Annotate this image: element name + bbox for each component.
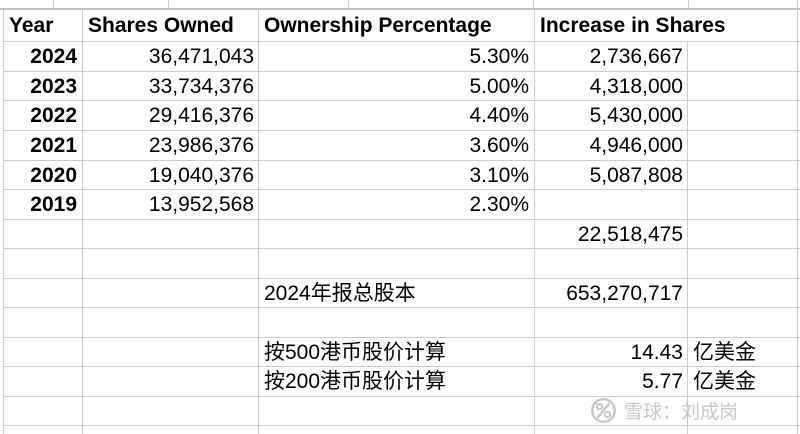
grid-line [3, 41, 800, 42]
column-header-shares[interactable]: Shares Owned [88, 14, 234, 37]
cell-valuation-unit[interactable]: 亿美金 [693, 341, 756, 364]
cell-year[interactable]: 2020 [30, 164, 77, 187]
xueqiu-logo-icon [590, 397, 617, 424]
grid-line [348, 0, 349, 8]
grid-line [0, 8, 800, 10]
cell-year[interactable]: 2024 [30, 45, 77, 68]
cell-year[interactable]: 2021 [30, 134, 77, 157]
cell-capital-label[interactable]: 2024年报总股本 [264, 282, 416, 305]
cell-increase[interactable]: 5,087,808 [589, 164, 683, 187]
grid-line [3, 425, 800, 426]
grid-line [3, 219, 800, 220]
cell-valuation-label[interactable]: 按200港币股价计算 [264, 370, 447, 393]
cell-valuation-label[interactable]: 按500港币股价计算 [264, 341, 447, 364]
grid-line [534, 10, 535, 434]
column-header-increase[interactable]: Increase in Shares [540, 11, 732, 40]
cell-valuation-unit[interactable]: 亿美金 [693, 370, 756, 393]
grid-line [3, 337, 800, 338]
cell-pct[interactable]: 5.30% [469, 45, 529, 68]
grid-line [168, 0, 169, 8]
cell-year[interactable]: 2022 [30, 104, 77, 127]
grid-line [3, 248, 800, 249]
cell-shares[interactable]: 19,040,376 [148, 164, 254, 187]
cell-increase[interactable]: 2,736,667 [589, 45, 683, 68]
cell-year[interactable]: 2019 [30, 193, 77, 216]
cell-shares[interactable]: 13,952,568 [148, 193, 254, 216]
grid-line [258, 10, 259, 434]
cell-increase[interactable]: 4,318,000 [589, 75, 683, 98]
cell-valuation-value[interactable]: 14.43 [630, 341, 683, 364]
grid-line [687, 41, 688, 434]
cell-pct[interactable]: 3.60% [469, 134, 529, 157]
grid-line [3, 71, 800, 72]
grid-line [3, 10, 4, 434]
cell-increase[interactable] [534, 190, 683, 219]
grid-line [3, 396, 800, 397]
cell-increase[interactable]: 5,430,000 [589, 104, 683, 127]
watermark-text: 雪球：刘成岗 [624, 401, 739, 423]
cell-capital-value[interactable]: 653,270,717 [566, 282, 683, 305]
cell-pct[interactable]: 5.00% [469, 75, 529, 98]
cell-shares[interactable]: 23,986,376 [148, 134, 254, 157]
grid-line [3, 130, 800, 131]
cell-increase[interactable]: 4,946,000 [589, 134, 683, 157]
cell-shares[interactable]: 33,734,376 [148, 75, 254, 98]
cell-increase-total[interactable]: 22,518,475 [577, 223, 683, 246]
grid-line [688, 0, 689, 8]
grid-line [3, 100, 800, 101]
cell-valuation-value[interactable]: 5.77 [642, 370, 683, 393]
grid-line [53, 0, 54, 8]
grid-line [3, 307, 800, 308]
cell-shares[interactable]: 36,471,043 [148, 45, 254, 68]
grid-line [3, 189, 800, 190]
grid-line [3, 278, 800, 279]
grid-line [3, 160, 800, 161]
watermark: 雪球：刘成岗 [590, 396, 738, 424]
cell-pct[interactable]: 3.10% [469, 164, 529, 187]
grid-line [3, 366, 800, 367]
cell-shares[interactable]: 29,416,376 [148, 104, 254, 127]
cell-pct[interactable]: 2.30% [469, 193, 529, 216]
column-header-ownership[interactable]: Ownership Percentage [264, 14, 492, 37]
cell-pct[interactable]: 4.40% [469, 104, 529, 127]
cell-year[interactable]: 2023 [30, 75, 77, 98]
grid-line [533, 0, 534, 8]
column-header-year[interactable]: Year [9, 14, 54, 37]
grid-line [797, 0, 798, 434]
grid-line [82, 10, 83, 434]
